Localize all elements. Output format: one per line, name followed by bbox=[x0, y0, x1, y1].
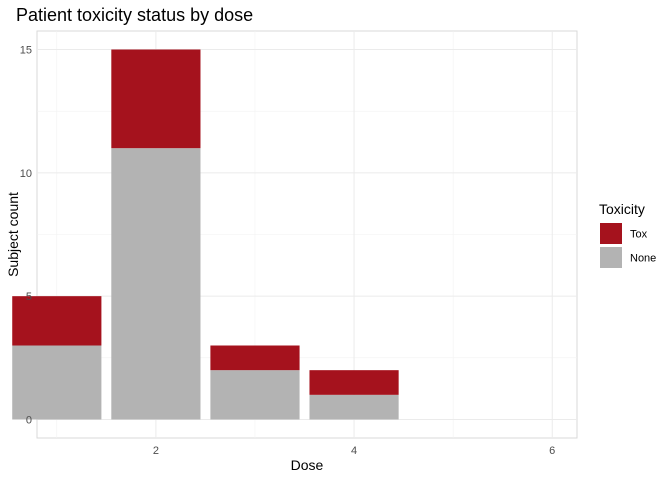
x-tick-label: 4 bbox=[351, 445, 357, 457]
legend-label-none: None bbox=[630, 253, 656, 265]
bar-tox-dose-4 bbox=[309, 370, 399, 395]
bar-none-dose-4 bbox=[309, 394, 399, 420]
bar-tox-dose-3 bbox=[210, 345, 300, 371]
y-tick-label: 10 bbox=[20, 168, 32, 180]
bar-tox-dose-2 bbox=[111, 49, 201, 149]
chart-title: Patient toxicity status by dose bbox=[16, 5, 253, 25]
y-tick-label: 0 bbox=[26, 415, 32, 427]
x-tick-label: 2 bbox=[153, 445, 159, 457]
legend-key-none bbox=[600, 247, 622, 268]
x-axis-title: Dose bbox=[291, 457, 324, 473]
legend-key-tox bbox=[600, 223, 622, 244]
x-tick-label: 6 bbox=[549, 445, 555, 457]
legend-title: Toxicity bbox=[599, 201, 645, 217]
y-tick-label: 5 bbox=[26, 291, 32, 303]
y-tick-label: 15 bbox=[20, 45, 32, 57]
y-axis-title: Subject count bbox=[5, 192, 21, 277]
bar-none-dose-2 bbox=[111, 148, 201, 420]
legend: Toxicity Tox None bbox=[599, 201, 656, 268]
legend-label-tox: Tox bbox=[630, 229, 648, 241]
axis-ticks: 0 5 10 15 2 4 6 bbox=[20, 45, 556, 458]
bar-tox-dose-1 bbox=[12, 296, 102, 346]
bar-none-dose-3 bbox=[210, 370, 300, 420]
bars bbox=[12, 49, 399, 420]
bar-none-dose-1 bbox=[12, 345, 102, 420]
